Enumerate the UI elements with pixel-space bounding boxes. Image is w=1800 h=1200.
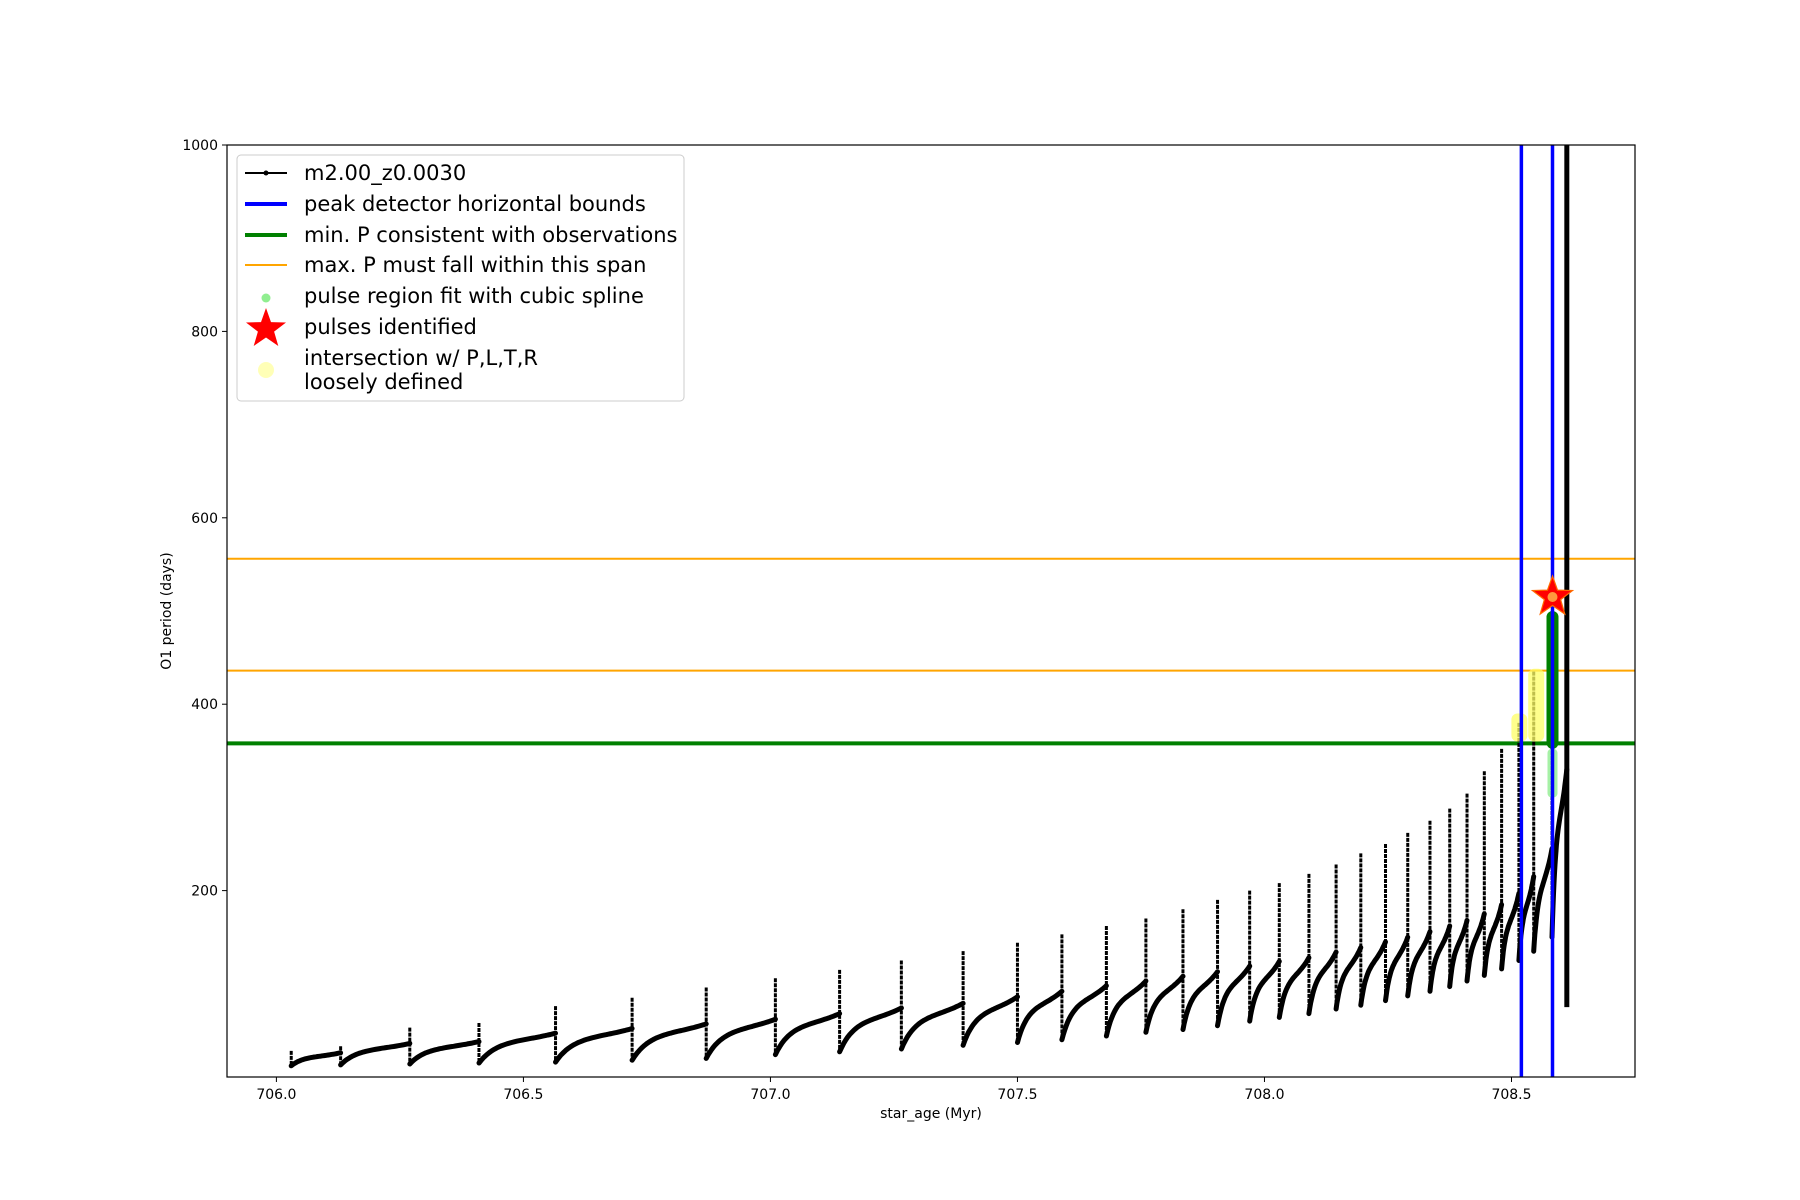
interpulse-segment [288, 1050, 344, 1069]
interpulse-segment [1358, 939, 1388, 1008]
legend-handle-track-marker [263, 170, 269, 176]
plot-area [227, 145, 1635, 1077]
interpulse-segment [960, 994, 1020, 1048]
interpulse-segment [1143, 973, 1186, 1035]
plot-frame [226, 144, 1636, 1078]
legend-handle-star [246, 308, 286, 346]
interpulse-segment [1215, 963, 1253, 1029]
legend-box [236, 154, 685, 402]
y-axis-label: O1 period (days) [159, 552, 175, 669]
interpulse-segment [1180, 969, 1220, 1032]
legend-label: pulses identified [304, 315, 477, 339]
legend-label: max. P must fall within this span [304, 253, 646, 277]
interpulse-segment [1103, 978, 1149, 1039]
x-tick-label: 708.5 [1491, 1087, 1531, 1103]
pulse-markers [1530, 574, 1575, 616]
intersection-region [1511, 713, 1528, 742]
interpulse-segment [1333, 945, 1364, 1012]
interpulse-segment [407, 1039, 482, 1067]
interpulse-segment [1427, 923, 1453, 994]
interpulse-segment [1481, 902, 1505, 978]
y-tick-label: 800 [191, 324, 218, 340]
interpulse-segment [1383, 934, 1411, 1004]
interpulse-segment [837, 1005, 904, 1055]
pulse-identified-center [1547, 592, 1558, 603]
interpulse-segment [1015, 988, 1065, 1045]
interpulse-segment [1276, 955, 1312, 1020]
interpulse-segment [898, 1000, 966, 1052]
interpulse-segment [629, 1021, 709, 1063]
legend-label: intersection w/ P,L,T,R [304, 346, 538, 370]
interpulse-segment [1499, 890, 1522, 972]
axis-ticks: 706.0 706.5 707.0 707.5 708.0 708.5 200 400 600 8… [182, 138, 1531, 1103]
vertical-bound-lines [1519, 145, 1555, 1077]
intersection-region [1528, 668, 1545, 742]
interpulse-segment [1306, 949, 1339, 1017]
interpulse-segment [1447, 917, 1470, 990]
x-tick-label: 706.0 [256, 1087, 296, 1103]
legend-label-line2: loosely defined [304, 370, 463, 394]
x-tick-label: 707.5 [997, 1087, 1037, 1103]
legend-handle-dot [261, 293, 271, 303]
y-tick-label: 1000 [182, 138, 218, 154]
y-tick-label: 400 [191, 697, 218, 713]
legend-handle-big-dot [258, 362, 274, 378]
y-tick-label: 600 [191, 511, 218, 527]
interpulse-segment [703, 1016, 778, 1061]
interpulse-segment [1464, 911, 1487, 984]
interpulse-segment [1059, 983, 1109, 1043]
period-track [288, 145, 1570, 1069]
legend-label: min. P consistent with observations [304, 223, 677, 247]
interpulse-segment [338, 1040, 413, 1068]
horizontal-reference-lines [227, 557, 1635, 746]
interpulse-segment [476, 1030, 558, 1066]
interpulse-segment [1247, 958, 1282, 1024]
legend-label: pulse region fit with cubic spline [304, 284, 644, 308]
x-axis-label: star_age (Myr) [880, 1106, 982, 1122]
legend-label: peak detector horizontal bounds [304, 192, 646, 216]
x-tick-label: 706.5 [503, 1087, 543, 1103]
x-tick-label: 707.0 [750, 1087, 790, 1103]
interpulse-segment [553, 1026, 635, 1065]
interpulse-segment [1405, 929, 1433, 999]
y-tick-label: 200 [191, 884, 218, 900]
legend-label: m2.00_z0.0030 [304, 161, 466, 186]
interpulse-segment [772, 1011, 843, 1058]
x-tick-label: 708.0 [1244, 1087, 1284, 1103]
interpulse-segment [1531, 846, 1555, 954]
